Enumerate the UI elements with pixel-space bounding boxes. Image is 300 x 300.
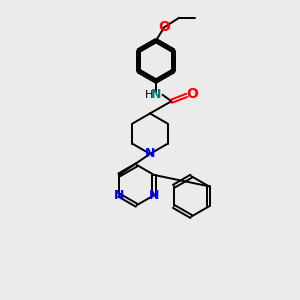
Text: O: O [186, 87, 198, 101]
Text: N: N [145, 147, 155, 161]
Text: N: N [151, 88, 161, 101]
Text: N: N [149, 189, 159, 202]
Text: N: N [114, 189, 124, 202]
Text: O: O [159, 20, 170, 34]
Text: H: H [145, 90, 154, 100]
